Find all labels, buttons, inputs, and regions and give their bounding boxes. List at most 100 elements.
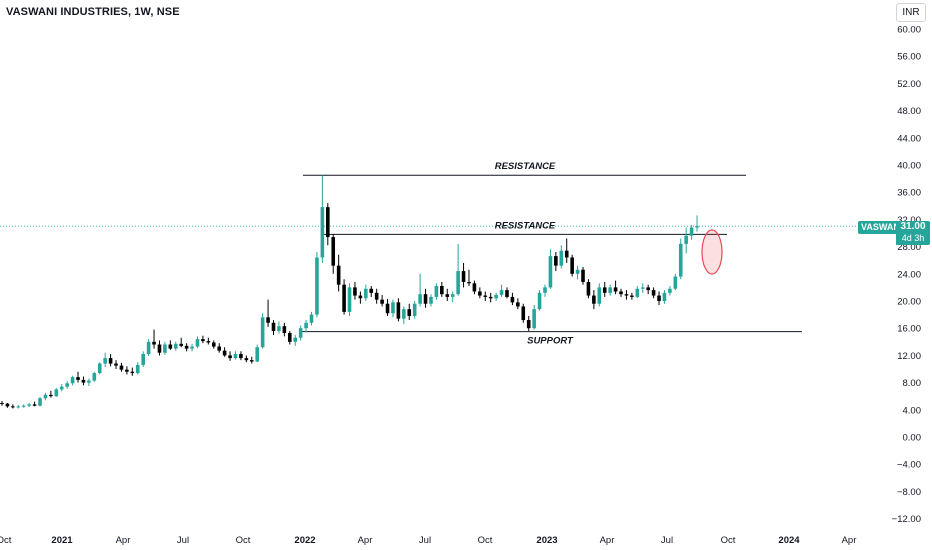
candle-body [331, 237, 336, 266]
candle-body [695, 226, 699, 228]
candle-body [70, 377, 75, 384]
candle-body [586, 281, 591, 296]
candle-body [21, 405, 26, 407]
candle-body [689, 227, 694, 236]
candle-body [304, 322, 308, 329]
y-tick-label: 48.00 [897, 106, 921, 117]
candle-body [407, 309, 412, 316]
candle-body [678, 243, 683, 277]
candle-body [613, 287, 618, 292]
candle-body [108, 358, 113, 364]
candle-body [559, 250, 564, 266]
candle-body [146, 341, 151, 355]
x-tick-label: Apr [116, 535, 131, 546]
candle-body [184, 345, 189, 349]
candle-body [282, 326, 287, 333]
price-axis: 60.00 56.00 52.00 48.00 44.00 40.00 36.00 32.00… [892, 25, 921, 526]
candle-body [548, 256, 553, 288]
candle-body [619, 291, 623, 295]
candle-body [16, 406, 21, 408]
horizontal-levels [0, 174, 858, 333]
candle-body [179, 343, 183, 346]
y-tick-label: 24.00 [897, 269, 921, 280]
candle-body [32, 404, 37, 406]
candle-body [467, 281, 471, 284]
candle-body [608, 287, 612, 293]
candle-body [646, 287, 650, 291]
x-tick-label: Jul [177, 535, 189, 546]
candle-body [554, 256, 558, 266]
candle-body [429, 296, 433, 304]
candle-body [537, 292, 542, 310]
x-tick-label: 2022 [294, 535, 315, 546]
candles [0, 175, 723, 409]
y-tick-label: 56.00 [897, 52, 921, 63]
candle-body [369, 288, 374, 293]
candle-body [418, 294, 422, 304]
candle-body [402, 309, 406, 319]
candle-body [125, 369, 129, 372]
candle-body [640, 287, 645, 289]
currency-button[interactable]: INR [896, 3, 926, 22]
candle-body [27, 404, 31, 406]
candle-body [239, 354, 243, 359]
candle-body [287, 332, 292, 342]
y-tick-label: 4.00 [903, 405, 922, 416]
y-tick-label: 20.00 [897, 297, 921, 308]
y-tick-label: −8.00 [897, 487, 921, 498]
x-tick-label: 2023 [536, 535, 557, 546]
candle-body [222, 350, 227, 356]
candle-body [97, 363, 102, 374]
candle-body [266, 317, 270, 323]
candle-body [211, 342, 216, 347]
y-tick-label: −12.00 [892, 514, 921, 525]
candle-body [233, 354, 238, 359]
candle-body [114, 363, 118, 366]
candle-body [570, 257, 574, 274]
candle-body [260, 317, 265, 348]
y-tick-label: 36.00 [897, 188, 921, 199]
candle-body [684, 235, 688, 244]
annotations: RESISTANCE RESISTANCE SUPPORT [495, 161, 574, 346]
candle-body [592, 295, 596, 304]
candle-body [516, 302, 520, 307]
x-tick-label: Jul [661, 535, 673, 546]
candle-body [38, 398, 42, 406]
candle-body [624, 294, 629, 296]
candle-body [103, 358, 107, 364]
x-tick-label: Oct [478, 535, 493, 546]
candle-body [602, 287, 607, 293]
candle-body [488, 296, 493, 299]
chart-title: VASWANI INDUSTRIES, 1W, NSE [6, 6, 180, 18]
y-tick-label: 52.00 [897, 79, 921, 90]
candle-body [564, 250, 569, 258]
candle-body [391, 302, 395, 314]
candle-body [532, 309, 536, 329]
candle-body [651, 290, 656, 296]
symbol-label: VASWANI [858, 221, 906, 234]
candle-body [76, 377, 80, 380]
candle-body [201, 339, 205, 342]
candle-body [320, 207, 325, 258]
candle-body [461, 271, 466, 282]
candle-body [293, 337, 298, 342]
candle-body [130, 371, 135, 374]
y-tick-label: 0.00 [903, 433, 922, 444]
candle-body [364, 288, 368, 299]
candle-body [581, 269, 585, 282]
candle-body [81, 379, 86, 383]
candle-body [657, 295, 661, 301]
x-tick-label: Oct [721, 535, 736, 546]
x-tick-label: Oct [0, 535, 12, 546]
candle-body [597, 287, 602, 304]
candle-body [135, 364, 140, 374]
candle-body [434, 286, 439, 297]
candle-body [54, 389, 59, 397]
candle-body [309, 314, 314, 323]
candle-body [157, 344, 162, 353]
candle-body [92, 373, 97, 381]
candle-body [358, 295, 363, 299]
y-tick-label: 28.00 [897, 242, 921, 253]
candle-body [526, 320, 531, 329]
